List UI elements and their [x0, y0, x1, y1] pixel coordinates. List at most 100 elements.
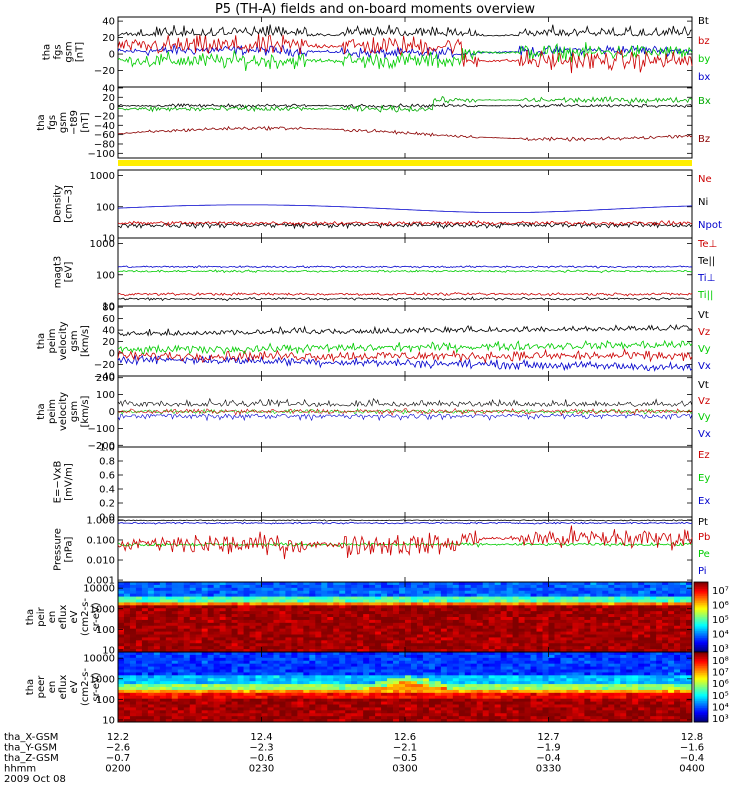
y-tick-label: −200 [88, 441, 115, 452]
y-axis-label: gsm [69, 330, 80, 351]
y-axis-label: [nT] [80, 112, 91, 132]
y-tick-label: −80 [94, 139, 115, 150]
series-vz-wide [117, 407, 693, 416]
series-npot [117, 204, 692, 213]
legend-pe: Pe [698, 549, 710, 560]
panel-frame [117, 446, 693, 518]
y-tick-label: 1000 [90, 674, 115, 685]
series-bt [117, 24, 693, 38]
y-axis-label: magt3 [53, 256, 64, 289]
legend-ti: Ti⊥ [697, 273, 715, 284]
y-tick-label: 0 [109, 50, 115, 61]
y-axis-label: eV [69, 680, 80, 693]
series-ti-par [117, 269, 693, 274]
colorbar-tick-label: 10³ [712, 644, 729, 655]
series-pb [117, 525, 693, 560]
ion-spectrogram [118, 582, 693, 653]
panel-frame [117, 237, 693, 307]
y-axis-label: peim [47, 399, 58, 424]
y-tick-label: 10 [102, 645, 115, 656]
legend-pt: Pt [698, 517, 708, 528]
y-axis-label: eflux [58, 675, 69, 700]
panel-frame [117, 16, 693, 88]
y-tick-label: 20 [102, 93, 115, 104]
y-tick-label: 100 [96, 695, 115, 706]
y-axis-label: tha [36, 114, 47, 130]
y-tick-label: 200 [96, 373, 115, 384]
series-vy-wide [118, 408, 693, 415]
colorbar-tick-label: 10⁶ [712, 601, 729, 612]
y-tick-label: 0 [109, 349, 115, 360]
legend-pb: Pb [698, 532, 710, 543]
series-bx [117, 43, 693, 60]
y-tick-label: 10000 [83, 584, 115, 595]
data-gap-bar [118, 160, 692, 166]
legend-vy: Vy [698, 344, 711, 355]
series-vt [117, 323, 693, 337]
series-ni [117, 221, 693, 230]
series-ti-perp [117, 265, 693, 269]
y-tick-label: 100 [96, 270, 115, 281]
y-axis-label: peim [47, 328, 58, 353]
legend-bz: Bz [698, 134, 710, 145]
footer-value-z: −0.4 [680, 753, 704, 764]
footer-value-z: −0.7 [106, 753, 130, 764]
y-axis-label: en [47, 681, 58, 694]
y-tick-label: 1000 [90, 239, 115, 250]
y-axis-label: Density [53, 185, 64, 223]
y-axis-label: Pressure [53, 528, 64, 571]
electron-colorbar [693, 651, 709, 723]
y-tick-label: 0.8 [99, 457, 115, 468]
colorbar-tick-label: 10⁸ [712, 656, 729, 667]
panel-frame [117, 169, 693, 239]
y-axis-label: en [47, 611, 58, 624]
y-tick-label: −100 [88, 424, 115, 435]
y-tick-label: 10 [102, 302, 115, 313]
y-axis-label: velocity [58, 392, 69, 431]
y-axis-label: (cm2-s- [80, 598, 91, 636]
y-tick-label: −40 [94, 121, 115, 132]
footer-value-z: −0.5 [393, 753, 417, 764]
series-bz-t89 [117, 125, 693, 142]
y-tick-label: 1.000 [86, 515, 115, 526]
y-tick-label: 0.0 [99, 513, 115, 524]
series-vz [117, 348, 693, 365]
y-tick-label: 100 [96, 390, 115, 401]
y-tick-label: 100 [96, 625, 115, 636]
footer-value-x: 12.2 [107, 732, 129, 743]
y-axis-label: [nPa] [64, 536, 75, 562]
y-tick-label: 10000 [83, 654, 115, 665]
series-pi [118, 521, 693, 525]
legend-npot: Npot [698, 220, 722, 231]
y-axis-label: tha [25, 609, 36, 625]
y-tick-label: 80 [102, 303, 115, 314]
legend-ne: Ne [698, 174, 712, 185]
colorbar-tick-label: 10⁶ [712, 679, 729, 690]
y-tick-label: −20 [94, 66, 115, 77]
ion-colorbar [693, 581, 709, 653]
footer-value-y: −1.9 [536, 743, 560, 754]
legend-vt: Vt [698, 310, 709, 321]
footer-value-y: −2.3 [249, 743, 273, 754]
series-bx-t89 [117, 95, 693, 113]
y-tick-label: 0.010 [86, 556, 115, 567]
footer-value-t: 0230 [249, 764, 274, 775]
y-tick-label: 20 [102, 337, 115, 348]
series-te-par [117, 296, 693, 302]
series-vx-wide [117, 413, 693, 422]
legend-te: Te|| [697, 256, 715, 267]
legend-ni: Ni [698, 197, 708, 208]
y-tick-label: −20 [94, 111, 115, 122]
footer-row-label: 2009 Oct 08 [4, 774, 66, 785]
colorbar-tick-label: 10⁴ [712, 630, 729, 641]
legend-ti: Ti|| [697, 290, 713, 301]
y-tick-label: 20 [102, 33, 115, 44]
footer-value-y: −1.6 [680, 743, 704, 754]
y-tick-label: −60 [94, 130, 115, 141]
series-bz [117, 33, 693, 74]
legend-vx: Vx [698, 429, 711, 440]
y-axis-label: fgs [53, 44, 64, 59]
y-axis-label: [nT] [75, 42, 86, 62]
y-tick-label: 40 [102, 83, 115, 94]
series-pe [117, 541, 693, 548]
